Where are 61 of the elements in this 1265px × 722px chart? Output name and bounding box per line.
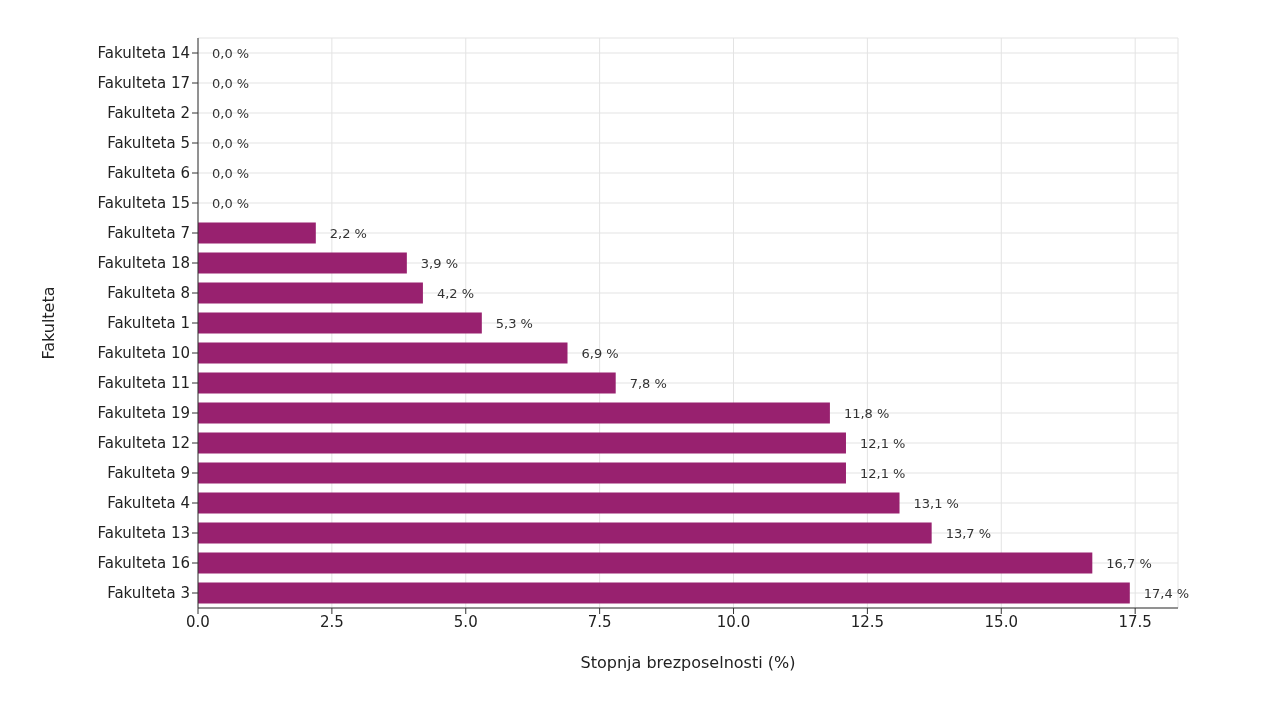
- bar: [198, 312, 482, 334]
- x-tick-label: 0.0: [186, 612, 210, 631]
- y-tick-label: Fakulteta 15: [97, 194, 190, 213]
- data-label: 0,0 %: [212, 135, 250, 151]
- bar: [198, 492, 900, 514]
- y-tick-label: Fakulteta 17: [97, 74, 190, 93]
- y-axis-title: Fakulteta: [38, 286, 58, 360]
- data-label: 0,0 %: [212, 195, 250, 211]
- data-label: 0,0 %: [212, 165, 250, 181]
- y-tick-label: Fakulteta 14: [97, 44, 190, 63]
- bar: [198, 282, 423, 304]
- bar: [198, 252, 407, 274]
- x-tick-label: 12.5: [850, 612, 885, 631]
- y-tick-label: Fakulteta 19: [97, 404, 190, 423]
- y-tick-label: Fakulteta 6: [107, 164, 190, 183]
- bar: [198, 522, 932, 544]
- x-tick-label: 17.5: [1118, 612, 1152, 631]
- data-label: 4,2 %: [436, 285, 475, 301]
- y-tick-label: Fakulteta 5: [107, 134, 190, 153]
- y-tick-label: Fakulteta 9: [107, 464, 190, 483]
- bar: [198, 552, 1093, 574]
- data-label: 12,1 %: [859, 435, 906, 451]
- x-tick-label: 15.0: [984, 612, 1018, 631]
- y-tick-label: Fakulteta 10: [97, 344, 190, 363]
- x-axis-title: Stopnja brezposelnosti (%): [580, 653, 796, 672]
- y-tick-label: Fakulteta 3: [107, 584, 190, 603]
- x-tick-label: 2.5: [319, 612, 344, 631]
- data-label: 6,9 %: [581, 345, 619, 361]
- y-tick-label: Fakulteta 13: [97, 524, 190, 543]
- data-label: 12,1 %: [859, 465, 906, 481]
- x-tick-label: 5.0: [453, 612, 478, 631]
- data-label: 7,8 %: [629, 375, 667, 391]
- y-tick-label: Fakulteta 18: [97, 254, 190, 273]
- data-label: 13,1 %: [913, 495, 959, 511]
- bar: [198, 402, 830, 424]
- bar: [198, 462, 846, 484]
- y-tick-label: Fakulteta 2: [107, 104, 190, 123]
- data-label: 0,0 %: [212, 75, 250, 91]
- data-label: 17,4 %: [1143, 585, 1190, 601]
- y-tick-label: Fakulteta 12: [97, 434, 190, 453]
- y-tick-label: Fakulteta 8: [107, 284, 190, 303]
- bar: [198, 582, 1130, 604]
- data-label: 11,8 %: [843, 405, 890, 421]
- y-tick-label: Fakulteta 4: [107, 494, 190, 513]
- x-tick-label: 10.0: [716, 612, 751, 631]
- data-label: 13,7 %: [945, 525, 992, 541]
- bar: [198, 432, 846, 454]
- data-label: 0,0 %: [212, 105, 250, 121]
- bar: [198, 222, 316, 244]
- data-label: 5,3 %: [495, 315, 533, 331]
- y-tick-label: Fakulteta 7: [107, 224, 190, 243]
- bar: [198, 372, 616, 394]
- data-label: 16,7 %: [1106, 555, 1152, 571]
- bar: [198, 342, 568, 364]
- x-tick-label: 7.5: [587, 612, 612, 631]
- data-label: 2,2 %: [329, 225, 367, 241]
- y-tick-label: Fakulteta 16: [97, 554, 190, 573]
- y-tick-label: Fakulteta 11: [97, 374, 190, 393]
- y-tick-label: Fakulteta 1: [107, 314, 190, 333]
- data-label: 0,0 %: [212, 45, 250, 61]
- data-label: 3,9 %: [420, 255, 459, 271]
